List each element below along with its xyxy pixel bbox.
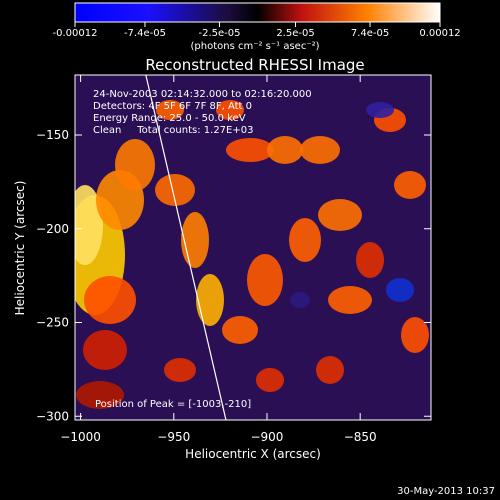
- colorbar-tick-label: -7.4e-05: [124, 28, 166, 39]
- heatmap-structure: [83, 330, 127, 370]
- heatmap-structure: [226, 138, 274, 162]
- heatmap-structure: [181, 212, 209, 268]
- heatmap-structure: [316, 356, 344, 384]
- info-time-range: 24-Nov-2003 02:14:32.000 to 02:16:20.000: [93, 89, 312, 100]
- x-tick-label: −900: [250, 430, 283, 444]
- heatmap-structure: [115, 139, 155, 191]
- heatmap-structure: [300, 136, 340, 164]
- heatmap-structure: [155, 174, 195, 206]
- info-energy-range: Energy Range: 25.0 - 50.0 keV: [93, 113, 246, 124]
- colorbar-tick-label: -0.00012: [53, 28, 98, 39]
- x-tick-label: −950: [157, 430, 190, 444]
- heatmap-structure: [318, 199, 362, 231]
- heatmap-structure: [222, 316, 258, 344]
- colorbar-ramp: [74, 2, 441, 23]
- heatmap-structure: [84, 276, 136, 324]
- y-axis: −300 −250 −200 −150: [36, 128, 431, 423]
- plot-frame: [74, 74, 432, 421]
- heatmap-structure: [328, 286, 372, 314]
- x-tick-label: −850: [344, 430, 377, 444]
- heatmap-image: [74, 74, 432, 421]
- colorbar-tick-label: -2.5e-05: [198, 28, 240, 39]
- heatmap-structure: [256, 368, 284, 392]
- heatmap-negative-structure: [290, 292, 310, 308]
- x-tick-label: −1000: [60, 430, 101, 444]
- x-axis: −1000 −950 −900 −850: [60, 75, 377, 444]
- heatmap-negative-structure: [366, 102, 394, 118]
- footer-date: 30-May-2013 10:37: [397, 486, 495, 497]
- heatmap-structure: [216, 100, 244, 120]
- heatmap-negative-structure: [386, 278, 414, 302]
- heatmap-structure: [164, 358, 196, 382]
- colorbar-ticks: -0.00012 -7.4e-05 -2.5e-05 2.5e-05 7.4e-05 0.…: [53, 22, 461, 39]
- info-detectors: Detectors: 4F 5F 6F 7F 8F, Att 0: [93, 101, 252, 112]
- heatmap-structure: [75, 185, 103, 265]
- heatmap-structure: [356, 242, 384, 278]
- chart-title: Reconstructed RHESSI Image: [145, 56, 364, 74]
- peak-position-label: Position of Peak = [-1003,-210]: [95, 399, 251, 410]
- heatmap-structure: [247, 254, 283, 306]
- y-tick-label: −200: [36, 222, 69, 236]
- colorbar-tick-label: 2.5e-05: [276, 28, 314, 39]
- info-clean-counts: Clean Total counts: 1.27E+03: [93, 125, 253, 136]
- heatmap-structure: [76, 381, 124, 409]
- heatmap-structure: [401, 317, 429, 353]
- heatmap-structure: [289, 218, 321, 262]
- y-tick-label: −300: [36, 409, 69, 423]
- heatmap-structure: [156, 100, 184, 120]
- colorbar-tick-label: 7.4e-05: [351, 28, 389, 39]
- heatmap-structure: [196, 274, 224, 326]
- y-axis-label: Heliocentric Y (arcsec): [13, 181, 27, 316]
- solar-limb-line: [145, 75, 227, 420]
- y-tick-label: −250: [36, 316, 69, 330]
- x-axis-label: Heliocentric X (arcsec): [185, 447, 321, 461]
- colorbar-tick-label: 0.00012: [419, 28, 460, 39]
- heatmap-structure: [267, 136, 303, 164]
- heatmap-structure: [394, 171, 426, 199]
- info-text: 24-Nov-2003 02:14:32.000 to 02:16:20.000…: [93, 89, 312, 410]
- y-tick-label: −150: [36, 128, 69, 142]
- colorbar: -0.00012 -7.4e-05 -2.5e-05 2.5e-05 7.4e-05 0.…: [53, 2, 461, 52]
- heatmap-structures: [75, 100, 429, 409]
- colorbar-unit-label: (photons cm⁻² s⁻¹ asec⁻²): [190, 41, 319, 52]
